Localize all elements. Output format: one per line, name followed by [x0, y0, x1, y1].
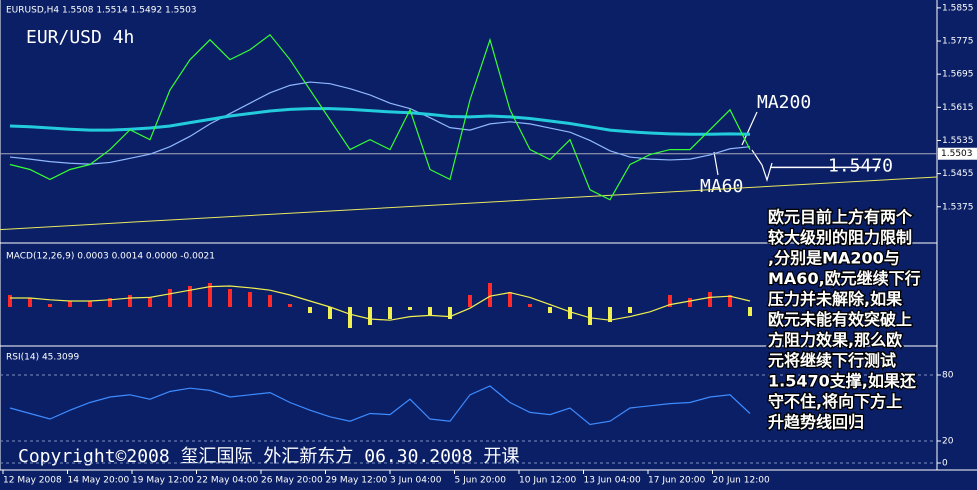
macd-header: MACD(12,26,9) 0.0003 0.0014 0.0000 -0.00… — [6, 252, 215, 262]
macd-bar — [348, 307, 352, 328]
x-tick-label: 3 Jun 04:00 — [390, 476, 442, 486]
annotation-line: 欧元未能有效突破上 — [768, 310, 912, 329]
signal-line — [10, 285, 751, 321]
y-tick-label: 80 — [942, 371, 954, 381]
macd-bar — [208, 283, 212, 307]
macd-bar — [248, 292, 252, 307]
last-price-label: 1.5503 — [941, 149, 973, 159]
annotation-line: 元将继续下行测试 — [768, 351, 896, 370]
annotation-line: ,分别是MA200与 — [768, 249, 900, 268]
annotation-line: MA60,欧元继续下行 — [768, 269, 921, 288]
price-line — [9, 385, 751, 426]
x-tick-label: 5 Jun 20:00 — [455, 476, 507, 486]
macd-bar — [388, 307, 392, 319]
macd-bar — [328, 307, 332, 319]
macd-bar — [748, 307, 752, 316]
macd-bar — [488, 283, 492, 307]
macd-bar — [228, 289, 232, 307]
macd-bar — [88, 301, 92, 307]
macd-bar — [728, 295, 732, 307]
macd-bar — [188, 286, 192, 307]
macd-bar — [308, 307, 312, 313]
y-tick-label: 1.5535 — [942, 136, 974, 146]
ma200-label: MA200 — [757, 92, 811, 113]
y-tick-label: 1.5375 — [942, 202, 974, 212]
x-tick-label: 12 May 2008 — [3, 476, 62, 486]
macd-bar — [568, 307, 572, 319]
y-tick-label: 1.5615 — [942, 103, 974, 113]
y-tick-label: 20 — [942, 437, 954, 447]
macd-bar — [128, 295, 132, 307]
trend-line — [0, 176, 938, 231]
x-tick-label: 20 Jun 12:00 — [713, 476, 770, 486]
annotation-line: 升趋势线回归 — [768, 413, 864, 432]
last-price-box — [938, 147, 977, 160]
macd-bar — [628, 307, 632, 313]
macd-bar — [48, 304, 52, 307]
frame — [0, 0, 977, 471]
macd-bar — [708, 292, 712, 307]
macd-bar — [588, 307, 592, 325]
x-tick-label: 29 May 12:00 — [326, 476, 388, 486]
annotation-line: 1.5470支撑,如果还 — [768, 372, 917, 391]
macd-bar — [548, 307, 552, 313]
x-tick-label: 13 Jun 04:00 — [584, 476, 641, 486]
macd-bar — [528, 304, 532, 307]
copyright: Copyright©2008 玺汇国际 外汇新东方 06.30.2008 开课 — [18, 446, 519, 467]
macd-bar — [68, 301, 72, 307]
macd-bar — [428, 307, 432, 316]
rsi-header: RSI(14) 45.3099 — [6, 353, 79, 363]
price-line — [9, 33, 751, 201]
y-tick-label: 1.5855 — [942, 3, 974, 13]
annotation-line: 压力并未解除,如果 — [768, 290, 902, 309]
macd-bar — [148, 298, 152, 307]
macd-bar — [688, 298, 692, 307]
macd-bar — [508, 292, 512, 307]
support-label: 1.5470 — [828, 155, 893, 176]
macd-bar — [168, 289, 172, 307]
ma-line — [9, 107, 751, 136]
y-tick-label: 1.5695 — [942, 70, 974, 80]
x-tick-label: 14 May 20:00 — [68, 476, 130, 486]
macd-bar — [468, 295, 472, 307]
ma60-label: MA60 — [700, 176, 743, 197]
annotation-line: 方阻力效果,那么欧 — [768, 331, 902, 350]
ma-line — [9, 81, 751, 165]
chart-subtitle: EUR/USD 4h — [26, 27, 134, 48]
x-tick-label: 17 Jun 20:00 — [648, 476, 705, 486]
macd-bar — [448, 307, 452, 319]
x-tick-label: 19 May 12:00 — [132, 476, 194, 486]
macd-bar — [608, 307, 612, 322]
y-tick-label: 1.5775 — [942, 37, 974, 47]
macd-bar — [108, 298, 112, 307]
macd-bar — [668, 295, 672, 307]
x-tick-label: 26 May 20:00 — [261, 476, 323, 486]
x-tick-label: 10 Jun 12:00 — [519, 476, 576, 486]
y-tick-label: 1.5455 — [942, 169, 974, 179]
annotation-line: 守不住,将向下方上 — [768, 392, 902, 411]
price-header: EURUSD,H4 1.5508 1.5514 1.5492 1.5503 — [6, 6, 197, 16]
macd-bar — [8, 295, 12, 307]
macd-bar — [288, 304, 292, 307]
macd-bar — [268, 295, 272, 307]
annotation-line: 较大级别的阻力限制 — [768, 228, 912, 247]
macd-bar — [368, 307, 372, 325]
macd-bar — [28, 298, 32, 307]
macd-bar — [408, 307, 412, 310]
x-tick-label: 22 May 04:00 — [197, 476, 259, 486]
y-tick-label: 0 — [942, 459, 948, 469]
annotation-line: 欧元目前上方有两个 — [768, 208, 913, 227]
